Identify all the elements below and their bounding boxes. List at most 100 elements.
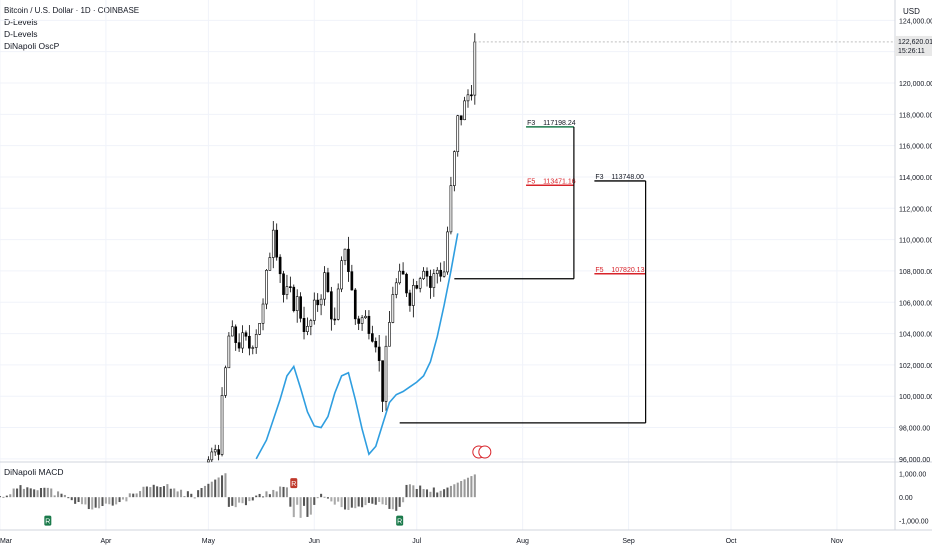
- fib-level-value: 113748.00: [611, 174, 644, 181]
- macd-bar: [98, 497, 101, 509]
- macd-bar: [384, 497, 388, 505]
- candle-up: [422, 270, 425, 279]
- candle-up: [258, 323, 261, 335]
- legend-indicator-dlevels-1[interactable]: D-Levels: [4, 17, 38, 27]
- y-tick-label: 106,000.00: [899, 300, 932, 307]
- macd-bar: [466, 477, 470, 498]
- macd-bar: [152, 484, 155, 498]
- x-tick-label: Jun: [309, 538, 320, 545]
- macd-bar: [125, 497, 128, 502]
- macd-bar: [94, 497, 97, 508]
- macd-bar: [159, 486, 162, 498]
- macd-bar: [132, 493, 135, 498]
- macd-bar: [186, 491, 189, 498]
- macd-bar: [26, 487, 29, 498]
- candle-down: [275, 229, 279, 258]
- candle-up: [285, 286, 289, 295]
- macd-bar: [326, 497, 329, 499]
- candle-up: [254, 334, 258, 348]
- macd-pane-label[interactable]: DiNapoli MACD: [4, 467, 64, 477]
- macd-bar: [241, 497, 244, 504]
- candle-up: [394, 282, 398, 295]
- macd-signal-marker-text: R: [291, 481, 296, 488]
- macd-bar: [183, 496, 186, 498]
- currency-label[interactable]: USD: [903, 7, 920, 16]
- candle-up: [207, 459, 210, 463]
- candle-down: [401, 270, 405, 275]
- macd-bar: [9, 494, 12, 498]
- macd-bar: [367, 497, 370, 503]
- macd-bar: [350, 497, 353, 508]
- candle-up: [312, 299, 316, 321]
- macd-bar: [330, 497, 333, 502]
- macd-bar: [388, 497, 391, 509]
- candle-down: [374, 341, 378, 348]
- macd-bar: [221, 475, 224, 498]
- event-flag-icon-2[interactable]: [478, 445, 492, 459]
- macd-bar: [306, 497, 309, 517]
- macd-bar: [238, 497, 241, 503]
- macd-bar: [340, 497, 343, 508]
- macd-bar: [234, 497, 237, 508]
- macd-bar: [408, 484, 411, 498]
- legend-indicator-oscp[interactable]: DiNapoli OscP: [4, 41, 60, 51]
- macd-bar: [135, 493, 138, 498]
- macd-signal-marker[interactable]: [290, 478, 298, 489]
- candle-down: [330, 291, 333, 320]
- macd-bar: [224, 473, 227, 498]
- macd-bar: [460, 480, 463, 498]
- last-price-tag: [895, 35, 932, 56]
- candle-up: [340, 260, 343, 290]
- macd-bar: [46, 487, 49, 498]
- macd-signal-marker[interactable]: [44, 515, 52, 526]
- macd-bar: [101, 497, 104, 507]
- candle-down: [289, 286, 292, 288]
- candle-down: [439, 269, 442, 277]
- macd-bar: [214, 479, 217, 498]
- candle-down: [278, 256, 282, 275]
- legend-symbol[interactable]: Bitcoin / U.S. Dollar · 1D · COINBASE: [4, 6, 140, 15]
- macd-bar: [265, 491, 268, 498]
- macd-bar: [193, 497, 196, 499]
- candle-up: [466, 94, 470, 102]
- macd-bar: [162, 486, 165, 498]
- last-price-countdown: 15:26:11: [898, 48, 925, 55]
- candle-down: [408, 292, 412, 306]
- macd-bar: [231, 497, 234, 506]
- macd-bar: [412, 485, 415, 498]
- macd-bar: [446, 487, 449, 498]
- macd-bar: [210, 481, 213, 498]
- macd-bar: [67, 497, 70, 499]
- candle-down: [299, 296, 302, 319]
- candle-up: [210, 451, 214, 461]
- macd-bar: [43, 487, 46, 498]
- macd-bar: [145, 486, 148, 498]
- macd-bar: [142, 486, 145, 498]
- macd-bar: [12, 488, 15, 498]
- candle-up: [449, 185, 453, 233]
- y-tick-label: 108,000.00: [899, 269, 932, 276]
- legend-indicator-dlevels-2[interactable]: D-Levels: [4, 29, 38, 39]
- macd-bar: [299, 497, 302, 518]
- y-tick-label: 104,000.00: [899, 332, 932, 339]
- macd-bar: [289, 497, 292, 507]
- candle-up: [473, 41, 477, 96]
- macd-signal-marker[interactable]: [396, 515, 404, 526]
- macd-bar: [190, 493, 193, 498]
- candle-up: [336, 288, 340, 320]
- candle-down: [292, 286, 296, 311]
- macd-bar: [357, 497, 360, 507]
- candle-down: [381, 360, 384, 402]
- candle-up: [442, 271, 446, 277]
- fib-level-name: F5: [595, 267, 603, 274]
- macd-bar: [139, 491, 142, 498]
- fib-level-name: F3: [527, 120, 535, 127]
- macd-bar: [217, 477, 220, 498]
- macd-bar: [173, 488, 176, 498]
- macd-bar: [313, 497, 316, 505]
- candle-up: [398, 270, 402, 284]
- macd-bar: [282, 486, 285, 498]
- candle-up: [224, 367, 227, 396]
- macd-bar: [5, 495, 8, 498]
